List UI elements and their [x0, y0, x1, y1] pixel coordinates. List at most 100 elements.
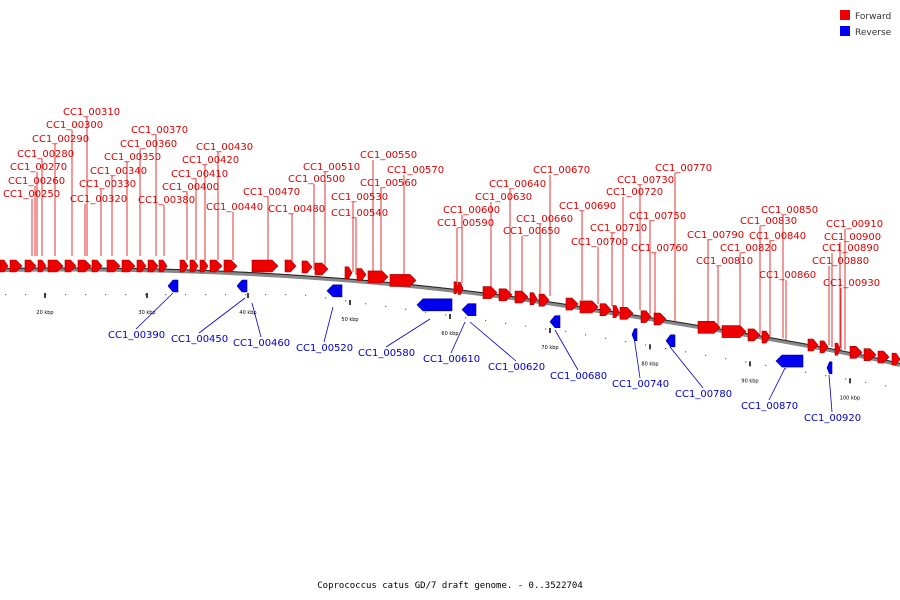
- forward-gene: [761, 330, 771, 344]
- forward-gene: [834, 342, 841, 356]
- scale-dot: [765, 364, 767, 367]
- forward-gene-label: CC1_00260: [8, 176, 65, 187]
- forward-gene: [653, 312, 667, 326]
- reverse-gene: [461, 303, 477, 316]
- forward-gene: [640, 310, 652, 323]
- scale-dot: [885, 385, 887, 387]
- scale-tick-label: 30 kbp: [138, 310, 155, 316]
- forward-gene-label: CC1_00670: [533, 165, 590, 176]
- reverse-callout-line: [198, 297, 246, 334]
- scale-tick: [247, 293, 249, 298]
- forward-gene: [565, 297, 579, 311]
- scale-dot: [105, 294, 107, 296]
- scale-dot: [85, 294, 87, 296]
- forward-gene-label: CC1_00270: [10, 162, 67, 173]
- forward-gene: [457, 282, 464, 295]
- scale-dot: [485, 319, 487, 322]
- forward-gene-label: CC1_00700: [571, 237, 628, 248]
- scale-dot: [325, 297, 327, 299]
- scale-dot: [705, 354, 707, 356]
- forward-gene: [106, 259, 121, 273]
- genome-caption: Coprococcus catus GD/7 draft genome. - 0…: [317, 581, 583, 591]
- forward-gene-label: CC1_00860: [759, 270, 816, 281]
- forward-gene-label: CC1_00480: [268, 204, 325, 215]
- scale-dot: [245, 294, 247, 296]
- reverse-gene: [326, 284, 343, 298]
- forward-gene: [697, 321, 721, 334]
- scale-dot: [865, 381, 867, 384]
- forward-gene: [538, 293, 550, 307]
- forward-gene: [721, 325, 747, 338]
- scale-tick: [649, 344, 651, 350]
- forward-gene: [284, 259, 297, 273]
- reverse-gene-label: CC1_00620: [488, 362, 545, 373]
- reverse-gene-label: CC1_00870: [741, 401, 798, 412]
- scale-dot: [65, 294, 67, 296]
- scale-dot: [165, 294, 167, 296]
- scale-dot: [25, 294, 27, 296]
- genome-backbone: [0, 267, 900, 367]
- forward-gene: [367, 270, 389, 284]
- forward-gene: [514, 290, 529, 304]
- scale-tick-label: 100 kbp: [840, 395, 860, 401]
- scale-dot: [125, 294, 127, 296]
- scale-dot: [405, 308, 407, 310]
- forward-gene: [0, 259, 9, 273]
- forward-gene: [301, 260, 313, 274]
- scale-dot: [445, 314, 447, 316]
- reverse-gene-label: CC1_00450: [171, 334, 228, 345]
- forward-gene: [389, 274, 417, 287]
- scale-tick: [146, 293, 148, 298]
- scale-tick: [44, 293, 46, 298]
- scale-dot: [425, 311, 427, 313]
- forward-gene: [91, 259, 103, 273]
- reverse-callout-line: [450, 321, 466, 354]
- forward-gene: [498, 288, 513, 302]
- scale-dot: [625, 341, 627, 343]
- forward-gene-label: CC1_00320: [70, 194, 127, 205]
- forward-gene-label: CC1_00750: [629, 211, 686, 222]
- legend-reverse-swatch: [840, 26, 850, 36]
- forward-gene-label: CC1_00600: [443, 205, 500, 216]
- scale-dot: [505, 322, 507, 324]
- forward-gene-label: CC1_00630: [475, 192, 532, 203]
- forward-gene-label: CC1_00500: [288, 174, 345, 185]
- forward-gene: [251, 259, 279, 273]
- scale-dot: [645, 344, 647, 346]
- gene-labels: CC1_00250 CC1_00260 CC1_00270 CC1_00280 CC1_…: [3, 107, 883, 424]
- forward-gene-label: CC1_00820: [720, 243, 777, 254]
- forward-gene-label: CC1_00400: [162, 182, 219, 193]
- reverse-gene: [826, 361, 833, 375]
- forward-gene: [619, 307, 634, 320]
- forward-gene-label: CC1_00540: [331, 208, 388, 219]
- forward-gene: [179, 259, 189, 273]
- forward-gene-label: CC1_00280: [17, 149, 74, 160]
- forward-gene: [819, 340, 829, 354]
- reverse-callout-line: [768, 367, 786, 401]
- forward-gene: [223, 259, 238, 273]
- forward-gene-label: CC1_00880: [812, 256, 869, 267]
- scale-dot: [585, 334, 587, 336]
- scale-tick-label: 70 kbp: [541, 345, 558, 351]
- forward-gene: [599, 303, 612, 317]
- forward-gene-label: CC1_00430: [196, 142, 253, 153]
- reverse-gene-label: CC1_00390: [108, 330, 165, 341]
- forward-gene: [209, 259, 223, 273]
- forward-gene: [64, 259, 77, 273]
- scale-dot: [465, 317, 467, 319]
- legend-forward-swatch: [840, 10, 850, 20]
- forward-gene: [747, 328, 761, 342]
- forward-gene: [453, 281, 459, 295]
- forward-gene-label: CC1_00660: [516, 214, 573, 225]
- forward-gene: [849, 346, 863, 359]
- forward-gene-label: CC1_00690: [559, 201, 616, 212]
- reverse-gene-label: CC1_00460: [233, 338, 290, 349]
- forward-gene-label: CC1_00420: [182, 155, 239, 166]
- scale-tick: [849, 378, 851, 384]
- reverse-gene: [775, 354, 804, 368]
- legend-forward-label: Forward: [855, 12, 891, 22]
- scale-dot: [805, 371, 807, 373]
- forward-gene-label: CC1_00410: [171, 169, 228, 180]
- scale-tick: [749, 361, 751, 367]
